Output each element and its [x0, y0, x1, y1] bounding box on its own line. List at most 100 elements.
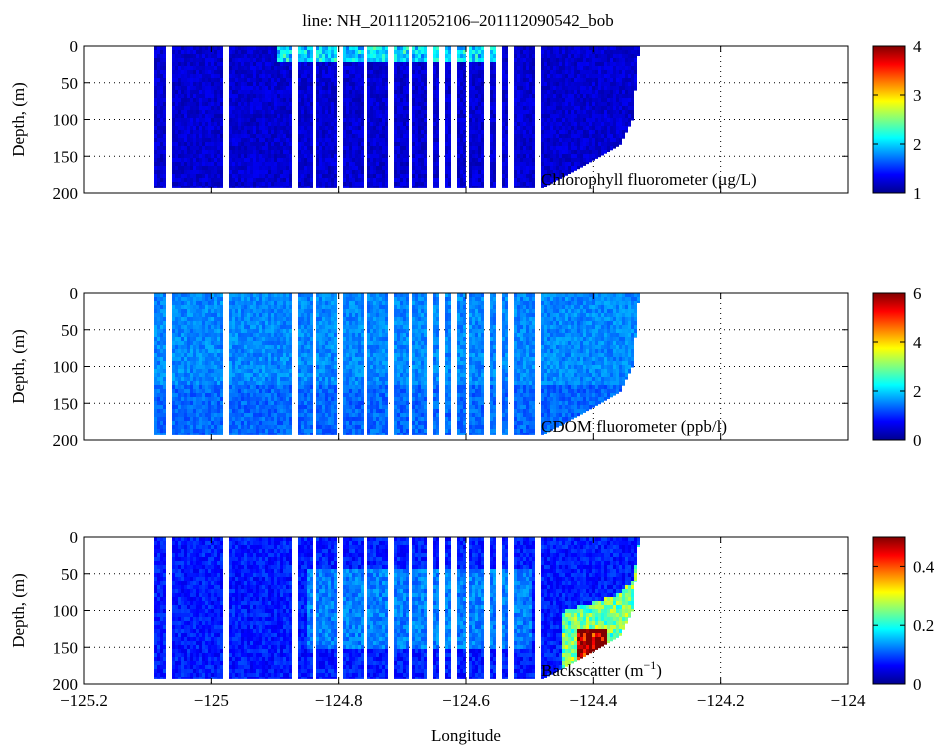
- heatmap-cell: [607, 146, 610, 150]
- heatmap-cell: [505, 90, 508, 94]
- heatmap-cell: [163, 365, 166, 369]
- heatmap-cell: [217, 134, 220, 138]
- heatmap-cell: [625, 78, 628, 82]
- heatmap-cell: [220, 150, 223, 154]
- heatmap-cell: [322, 178, 325, 182]
- heatmap-cell: [175, 54, 178, 58]
- heatmap-cell: [610, 126, 613, 130]
- heatmap-cell: [394, 58, 397, 62]
- heatmap-cell: [622, 78, 625, 82]
- heatmap-cell: [316, 102, 319, 106]
- heatmap-cell: [298, 110, 301, 114]
- heatmap-cell: [397, 106, 400, 110]
- heatmap-cell: [373, 114, 376, 118]
- heatmap-cell: [163, 102, 166, 106]
- heatmap-cell: [175, 170, 178, 174]
- heatmap-cell: [184, 329, 187, 333]
- heatmap-cell: [370, 162, 373, 166]
- heatmap-cell: [592, 158, 595, 161]
- heatmap-cell: [523, 86, 526, 90]
- heatmap-cell: [550, 150, 553, 154]
- heatmap-cell: [298, 102, 301, 106]
- heatmap-cell: [328, 134, 331, 138]
- heatmap-cell: [469, 150, 472, 154]
- heatmap-cell: [475, 130, 478, 134]
- heatmap-cell: [184, 138, 187, 142]
- heatmap-cell: [175, 150, 178, 154]
- heatmap-cell: [343, 82, 346, 86]
- heatmap-cell: [202, 94, 205, 98]
- heatmap-cell: [187, 50, 190, 54]
- heatmap-cell: [547, 114, 550, 118]
- heatmap-cell: [193, 118, 196, 122]
- heatmap-cell: [412, 154, 415, 158]
- heatmap-cell: [298, 146, 301, 150]
- heatmap-cell: [604, 54, 607, 58]
- heatmap-cell: [571, 122, 574, 126]
- heatmap-cell: [367, 82, 370, 86]
- heatmap-cell: [235, 106, 238, 110]
- heatmap-cell: [448, 82, 451, 86]
- heatmap-cell: [571, 46, 574, 50]
- heatmap-cell: [190, 106, 193, 110]
- heatmap-cell: [175, 293, 178, 297]
- heatmap-cell: [613, 50, 616, 54]
- heatmap-cell: [481, 62, 484, 66]
- heatmap-cell: [358, 70, 361, 74]
- heatmap-cell: [265, 138, 268, 142]
- heatmap-cell: [265, 166, 268, 170]
- heatmap-cell: [202, 134, 205, 138]
- heatmap-cell: [418, 102, 421, 106]
- heatmap-cell: [283, 98, 286, 102]
- heatmap-cell: [187, 417, 190, 421]
- heatmap-cell: [415, 106, 418, 110]
- heatmap-cell: [433, 74, 436, 78]
- heatmap-cell: [622, 94, 625, 98]
- heatmap-cell: [286, 130, 289, 134]
- heatmap-cell: [181, 66, 184, 70]
- heatmap-cell: [178, 46, 181, 50]
- heatmap-cell: [490, 86, 493, 90]
- heatmap-cell: [301, 110, 304, 114]
- heatmap-cell: [457, 70, 460, 74]
- heatmap-cell: [514, 54, 517, 58]
- heatmap-cell: [319, 178, 322, 182]
- heatmap-cell: [322, 126, 325, 130]
- heatmap-cell: [403, 66, 406, 70]
- heatmap-cell: [160, 122, 163, 126]
- heatmap-cell: [154, 182, 157, 186]
- heatmap-cell: [235, 130, 238, 134]
- heatmap-cell: [322, 154, 325, 158]
- heatmap-cell: [343, 110, 346, 114]
- heatmap-cell: [382, 106, 385, 110]
- heatmap-cell: [370, 158, 373, 162]
- heatmap-cell: [367, 166, 370, 170]
- heatmap-cell: [163, 321, 166, 325]
- heatmap-cell: [562, 58, 565, 62]
- heatmap-cell: [541, 106, 544, 110]
- heatmap-cell: [568, 110, 571, 114]
- heatmap-cell: [235, 158, 238, 162]
- heatmap-cell: [457, 158, 460, 162]
- heatmap-cell: [370, 138, 373, 142]
- heatmap-cell: [367, 46, 370, 50]
- heatmap-cell: [541, 94, 544, 98]
- heatmap-cell: [457, 106, 460, 110]
- heatmap-cell: [382, 154, 385, 158]
- heatmap-cell: [322, 110, 325, 114]
- heatmap-cell: [187, 98, 190, 102]
- heatmap-cell: [184, 98, 187, 102]
- heatmap-cell: [367, 138, 370, 142]
- heatmap-cell: [376, 102, 379, 106]
- heatmap-cell: [418, 166, 421, 170]
- heatmap-cell: [346, 62, 349, 66]
- heatmap-cell: [259, 86, 262, 90]
- heatmap-cell: [400, 174, 403, 178]
- heatmap-cell: [448, 106, 451, 110]
- heatmap-cell: [184, 373, 187, 377]
- heatmap-cell: [349, 46, 352, 50]
- heatmap-cell: [520, 174, 523, 178]
- heatmap-cell: [301, 58, 304, 62]
- heatmap-cell: [235, 58, 238, 62]
- heatmap-cell: [235, 174, 238, 178]
